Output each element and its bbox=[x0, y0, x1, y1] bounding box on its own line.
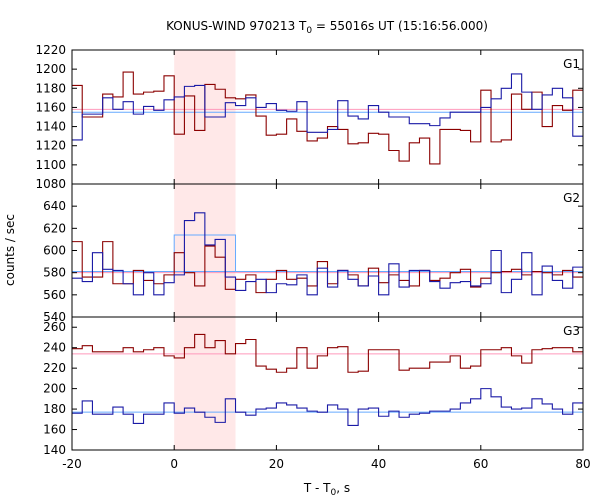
x-tick-label: 0 bbox=[170, 457, 178, 471]
y-axis-label: counts / sec bbox=[3, 214, 17, 286]
y-tick-label-G1: 1220 bbox=[35, 43, 66, 57]
x-tick-label: 80 bbox=[575, 457, 590, 471]
y-tick-label-G3: 180 bbox=[43, 402, 66, 416]
panel-label-G2: G2 bbox=[563, 191, 580, 205]
y-tick-label-G2: 580 bbox=[43, 266, 66, 280]
y-tick-label-G2: 600 bbox=[43, 244, 66, 258]
series-G3-blue bbox=[72, 388, 583, 426]
y-tick-label-G1: 1200 bbox=[35, 62, 66, 76]
panel-label-G1: G1 bbox=[563, 57, 580, 71]
y-tick-label-G1: 1100 bbox=[35, 158, 66, 172]
series-G3-red bbox=[72, 333, 583, 373]
x-tick-label: -20 bbox=[62, 457, 82, 471]
y-tick-label-G1: 1080 bbox=[35, 177, 66, 191]
y-tick-label-G1: 1140 bbox=[35, 120, 66, 134]
y-tick-label-G2: 540 bbox=[43, 310, 66, 324]
data-layer bbox=[72, 71, 583, 426]
y-tick-label-G3: 260 bbox=[43, 320, 66, 334]
y-tick-label-G3: 220 bbox=[43, 361, 66, 375]
x-tick-label: 40 bbox=[371, 457, 386, 471]
axes-layer: 1080 1100 1120 1140 1160 1180 1200 1220 G1 540 560… bbox=[35, 43, 590, 471]
y-tick-label-G2: 560 bbox=[43, 288, 66, 302]
y-tick-label-G1: 1120 bbox=[35, 139, 66, 153]
y-tick-label-G2: 640 bbox=[43, 199, 66, 213]
y-tick-label-G3: 200 bbox=[43, 382, 66, 396]
panel-frame-G3 bbox=[71, 316, 584, 451]
y-tick-label-G1: 1160 bbox=[35, 100, 66, 114]
panel-label-G3: G3 bbox=[563, 324, 580, 338]
x-axis-label: T - T0, s bbox=[303, 481, 350, 498]
panel-frame-G2 bbox=[71, 183, 584, 318]
series-G2-red bbox=[72, 241, 583, 294]
series-G1-red bbox=[72, 71, 583, 165]
series-G2-blue bbox=[72, 212, 583, 296]
y-tick-label-G3: 140 bbox=[43, 443, 66, 457]
x-tick-label: 20 bbox=[269, 457, 284, 471]
y-tick-label-G2: 620 bbox=[43, 221, 66, 235]
panel-frame-G1 bbox=[71, 49, 584, 185]
series-G1-blue bbox=[72, 73, 583, 141]
chart-title: KONUS-WIND 970213 T0 = 55016s UT (15:16:… bbox=[166, 19, 488, 36]
y-tick-label-G1: 1180 bbox=[35, 81, 66, 95]
x-tick-label: 60 bbox=[473, 457, 488, 471]
y-tick-label-G3: 160 bbox=[43, 423, 66, 437]
y-tick-label-G3: 240 bbox=[43, 341, 66, 355]
